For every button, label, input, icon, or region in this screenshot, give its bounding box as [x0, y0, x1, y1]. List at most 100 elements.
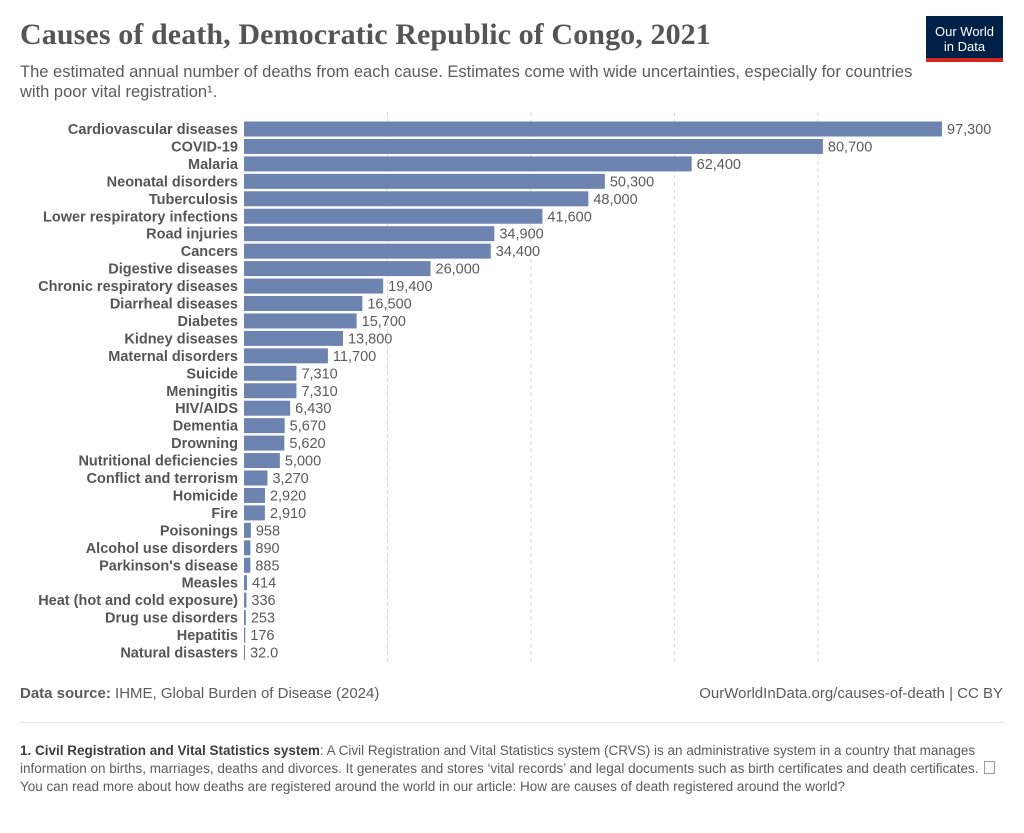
value-label: 32.0 — [250, 646, 278, 662]
bar[interactable] — [244, 522, 251, 538]
bar[interactable] — [244, 453, 280, 469]
category-label: HIV/AIDS — [175, 401, 238, 417]
value-label: 19,400 — [388, 279, 432, 295]
value-label: 41,600 — [547, 209, 591, 225]
footnote-text: : A Civil Registration and Vital Statist… — [20, 743, 979, 776]
value-label: 97,300 — [947, 122, 991, 138]
bar[interactable] — [244, 173, 605, 189]
bar[interactable] — [244, 557, 251, 573]
category-label: Parkinson's disease — [99, 558, 238, 574]
value-label: 7,310 — [301, 384, 337, 400]
bar[interactable] — [244, 627, 246, 643]
source-url[interactable]: OurWorldInData.org/causes-of-death | CC … — [699, 685, 1003, 702]
bar[interactable] — [244, 191, 589, 207]
value-label: 3,270 — [272, 471, 308, 487]
footnote: 1. Civil Registration and Vital Statisti… — [20, 742, 1000, 796]
category-label: Poisonings — [160, 523, 238, 539]
bar[interactable] — [244, 330, 343, 346]
document-icon — [984, 761, 996, 774]
bar[interactable] — [244, 505, 265, 521]
bar[interactable] — [244, 470, 268, 486]
value-label: 176 — [250, 628, 274, 644]
category-label: Dementia — [173, 419, 239, 435]
bar[interactable] — [244, 435, 285, 451]
bar[interactable] — [244, 400, 291, 416]
value-label: 2,910 — [270, 506, 306, 522]
bar[interactable] — [244, 121, 942, 137]
value-label: 15,700 — [362, 314, 406, 330]
value-label: 958 — [256, 523, 280, 539]
category-label: Road injuries — [146, 227, 238, 243]
value-label: 62,400 — [697, 157, 741, 173]
bar[interactable] — [244, 261, 431, 277]
bar[interactable] — [244, 243, 491, 259]
bar[interactable] — [244, 208, 543, 224]
bar[interactable] — [244, 278, 384, 294]
bar[interactable] — [244, 365, 297, 381]
category-label: Heat (hot and cold exposure) — [38, 593, 238, 609]
bar[interactable] — [244, 138, 823, 154]
category-label: Maternal disorders — [108, 349, 238, 365]
category-label: Lower respiratory infections — [43, 209, 238, 225]
value-label: 5,000 — [285, 454, 321, 470]
category-label: Measles — [182, 576, 238, 592]
bar[interactable] — [244, 296, 363, 311]
value-label: 80,700 — [828, 139, 872, 155]
bar[interactable] — [244, 610, 246, 626]
category-label: Drowning — [171, 436, 238, 452]
category-label: Homicide — [173, 488, 238, 504]
bar[interactable] — [244, 226, 495, 242]
category-label: Drug use disorders — [105, 611, 238, 627]
category-label: Diabetes — [178, 314, 238, 330]
chart-subtitle: The estimated annual number of deaths fr… — [20, 63, 913, 101]
category-label: Tuberculosis — [149, 192, 238, 208]
bar[interactable] — [244, 156, 692, 172]
value-label: 2,920 — [270, 488, 306, 504]
category-label: Meningitis — [166, 384, 238, 400]
value-label: 34,400 — [496, 244, 540, 260]
bar[interactable] — [244, 487, 265, 503]
value-label: 5,620 — [289, 436, 325, 452]
category-label: Chronic respiratory diseases — [38, 279, 238, 295]
footer-divider — [20, 722, 1004, 723]
category-label: Kidney diseases — [124, 331, 238, 347]
category-label: Nutritional deficiencies — [78, 454, 238, 470]
category-label: Suicide — [186, 366, 238, 382]
category-label: Cardiovascular diseases — [68, 122, 238, 138]
bar[interactable] — [244, 418, 285, 434]
bar[interactable] — [244, 575, 247, 591]
category-label: Hepatitis — [177, 628, 238, 644]
value-label: 6,430 — [295, 401, 331, 417]
value-label: 48,000 — [593, 192, 637, 208]
value-label: 890 — [255, 541, 279, 557]
category-label: Natural disasters — [120, 646, 238, 662]
bar[interactable] — [244, 383, 297, 399]
value-label: 414 — [252, 576, 276, 592]
value-label: 11,700 — [333, 349, 376, 365]
category-label: Alcohol use disorders — [86, 541, 238, 557]
value-label: 7,310 — [301, 366, 337, 382]
value-label: 26,000 — [436, 262, 480, 278]
owid-logo[interactable]: Our World in Data — [926, 16, 1003, 62]
value-label: 253 — [251, 611, 275, 627]
bar[interactable] — [244, 348, 328, 364]
value-label: 5,670 — [290, 419, 326, 435]
category-label: Malaria — [188, 157, 239, 173]
bar[interactable] — [244, 645, 245, 660]
category-label: COVID-19 — [171, 139, 238, 155]
value-label: 16,500 — [367, 297, 411, 313]
data-source-text[interactable]: IHME, Global Burden of Disease (2024) — [115, 685, 380, 702]
value-label: 50,300 — [610, 174, 654, 190]
logo-line-1: Our World — [935, 24, 994, 39]
bar[interactable] — [244, 313, 357, 329]
chart-title: Causes of death, Democratic Republic of … — [20, 18, 711, 51]
bar[interactable] — [244, 540, 251, 556]
bar[interactable] — [244, 592, 247, 608]
category-label: Digestive diseases — [108, 262, 238, 278]
value-label: 34,900 — [499, 227, 543, 243]
logo-line-2: in Data — [943, 39, 986, 54]
value-label: 885 — [255, 558, 279, 574]
category-label: Cancers — [181, 244, 238, 260]
value-label: 13,800 — [348, 331, 392, 347]
footnote-link[interactable]: You can read more about how deaths are r… — [20, 779, 845, 794]
